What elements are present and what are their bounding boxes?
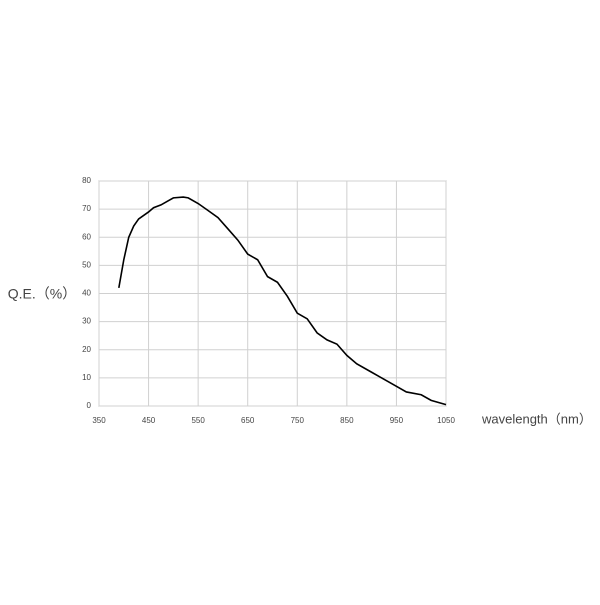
y-tick-label: 30 — [82, 317, 91, 326]
y-tick-label: 80 — [82, 176, 91, 185]
y-tick-label: 40 — [82, 289, 91, 298]
x-tick-label: 350 — [92, 416, 106, 425]
y-tick-label: 60 — [82, 232, 91, 241]
y-tick-label: 70 — [82, 204, 91, 213]
y-axis-label: Q.E.（%） — [8, 286, 76, 302]
x-tick-label: 550 — [191, 416, 205, 425]
y-tick-label: 50 — [82, 260, 91, 269]
x-tick-label: 750 — [291, 416, 305, 425]
x-tick-label: 650 — [241, 416, 255, 425]
y-tick-label: 0 — [87, 401, 92, 410]
x-tick-label: 450 — [142, 416, 156, 425]
x-tick-label: 950 — [390, 416, 404, 425]
y-tick-label: 10 — [82, 373, 91, 382]
x-tick-label: 850 — [340, 416, 354, 425]
y-tick-label: 20 — [82, 345, 91, 354]
data-line — [118, 196, 447, 406]
x-axis-label: wavelength（nm） — [481, 411, 592, 426]
x-tick-label: 1050 — [437, 416, 455, 425]
